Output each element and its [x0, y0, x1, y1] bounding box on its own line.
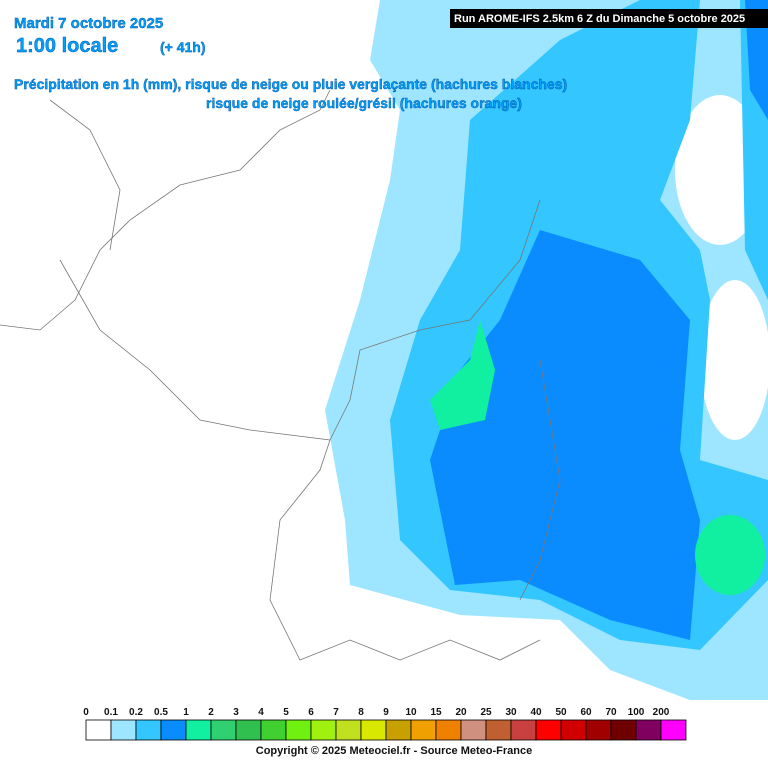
legend-label: 40	[530, 707, 542, 718]
legend-swatch	[385, 719, 412, 741]
legend-label: 200	[653, 707, 670, 718]
legend-label: 9	[383, 707, 389, 718]
legend-label: 0.2	[129, 707, 143, 718]
legend: 0 0.1 0.2 0.5 1 2 3 4 5 6 7 8 9 10 15 20 25 30 40 50 60 70 100…	[83, 707, 687, 741]
legend-label: 0.1	[104, 707, 118, 718]
legend-label: 20	[455, 707, 467, 718]
run-info: Run AROME-IFS 2.5km 6 Z du Dimanche 5 oc…	[454, 13, 745, 25]
copyright: Copyright © 2025 Meteociel.fr - Source M…	[256, 745, 532, 757]
legend-swatch	[135, 719, 162, 741]
legend-swatch	[585, 719, 612, 741]
legend-label: 6	[308, 707, 314, 718]
legend-label: 4	[258, 707, 264, 718]
legend-label: 2	[208, 707, 214, 718]
legend-label: 100	[628, 707, 645, 718]
time: 1:00 locale	[16, 35, 118, 57]
legend-swatch	[510, 719, 537, 741]
legend-label: 5	[283, 707, 289, 718]
legend-swatch	[660, 719, 687, 741]
legend-label: 0	[83, 707, 89, 718]
legend-label: 60	[580, 707, 592, 718]
legend-swatch	[410, 719, 437, 741]
legend-swatch	[335, 719, 362, 741]
description: risque de neige roulée/grésil (hachures …	[206, 95, 522, 111]
legend-label: 1	[183, 707, 189, 718]
legend-swatch	[535, 719, 562, 741]
legend-swatch	[185, 719, 212, 741]
legend-swatch	[635, 719, 662, 741]
legend-label: 25	[480, 707, 492, 718]
legend-label: 50	[555, 707, 567, 718]
legend-label: 0.5	[154, 707, 168, 718]
date: Mardi 7 octobre 2025	[14, 15, 163, 32]
borders	[0, 89, 561, 661]
legend-swatch	[560, 719, 587, 741]
legend-swatch	[435, 719, 462, 741]
legend-swatch	[160, 719, 187, 741]
legend-swatch	[210, 719, 237, 741]
legend-label: 7	[333, 707, 339, 718]
precipitation	[325, 0, 768, 700]
legend-label: 3	[233, 707, 239, 718]
legend-swatch	[460, 719, 487, 741]
legend-label: 70	[605, 707, 617, 718]
legend-swatch	[310, 719, 337, 741]
legend-swatch	[610, 719, 637, 741]
legend-label: 15	[430, 707, 442, 718]
legend-swatch	[360, 719, 387, 741]
run-box	[450, 9, 768, 28]
legend-swatch	[485, 719, 512, 741]
legend-swatch	[110, 719, 137, 741]
description: Précipitation en 1h (mm), risque de neig…	[14, 76, 567, 92]
legend-swatch	[235, 719, 262, 741]
lead-time: (+ 41h)	[160, 39, 206, 55]
legend-swatch	[285, 719, 312, 741]
legend-label: 10	[405, 707, 417, 718]
legend-label: 8	[358, 707, 364, 718]
legend-label: 30	[505, 707, 517, 718]
legend-swatch	[260, 719, 287, 741]
legend-swatch	[85, 719, 112, 741]
